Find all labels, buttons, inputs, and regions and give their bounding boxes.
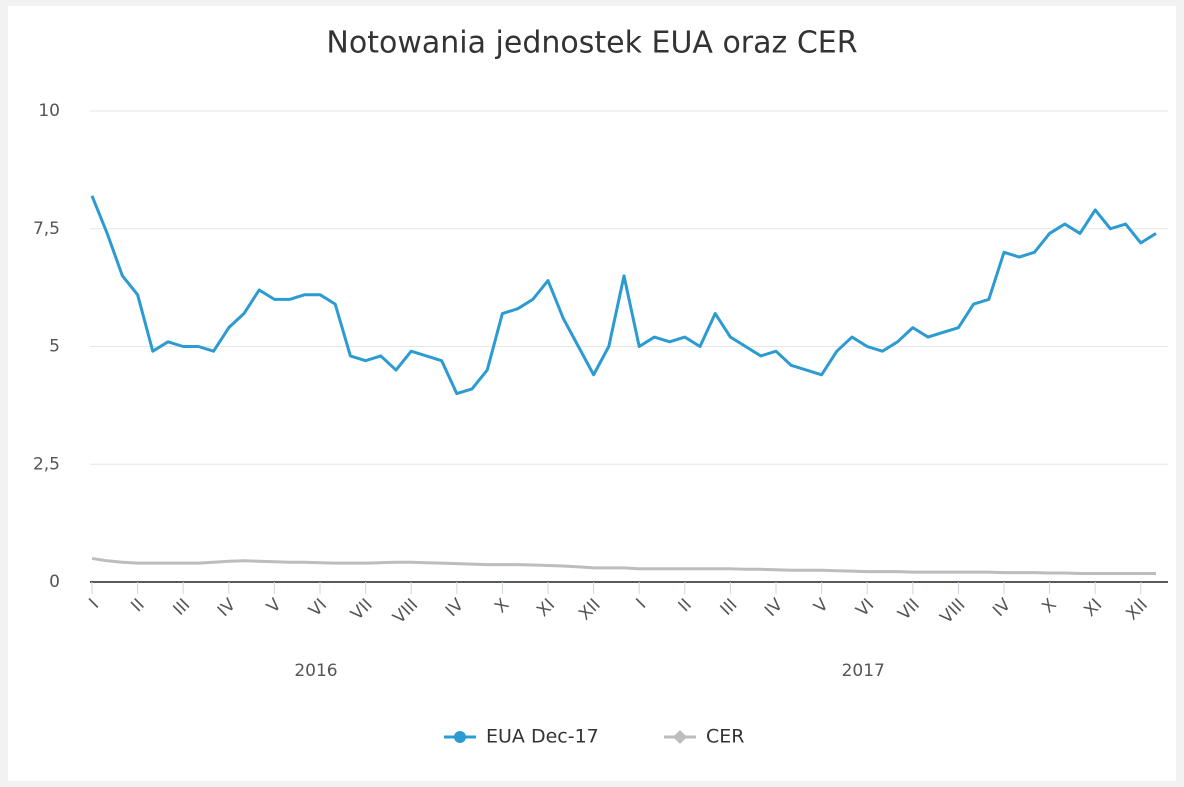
series-line	[91, 556, 1156, 576]
y-tick-label: 2,5	[33, 454, 60, 474]
legend-label[interactable]: EUA Dec-17	[486, 726, 599, 748]
chart-title: Notowania jednostek EUA oraz CER	[326, 26, 857, 61]
legend: EUA Dec-17 CER	[444, 726, 744, 748]
year-label: 2016	[294, 661, 337, 681]
chart-background	[8, 6, 1176, 781]
year-label: 2017	[842, 661, 885, 681]
y-tick-label: 7,5	[33, 219, 60, 239]
legend-label[interactable]: CER	[706, 726, 744, 748]
y-tick-label: 0	[49, 572, 60, 592]
y-tick-label: 10	[38, 101, 60, 121]
legend-marker	[673, 730, 687, 744]
y-tick-label: 5	[49, 337, 60, 357]
legend-marker	[454, 731, 466, 743]
series-line	[90, 195, 1157, 396]
